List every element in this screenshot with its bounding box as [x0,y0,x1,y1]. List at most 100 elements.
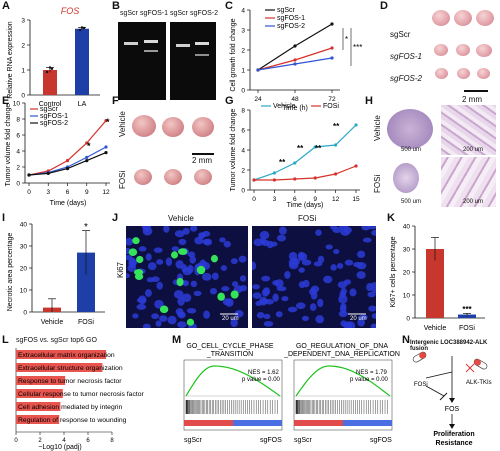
nucleus [193,290,202,297]
chart-e-sig-0: * [87,141,91,151]
tumor-row-label-fosi: FOSi [118,170,127,189]
panel-a: A FOS Relative RNA expression 0 1 2 3 Contr… [0,0,110,115]
nucleus [301,315,310,322]
panel-label-b: B [112,0,120,12]
nucleus [317,298,324,308]
chart-k-ytick-2: 20 [403,270,411,277]
nucleus [142,323,151,328]
tumor-photo [134,169,152,185]
chart-l-bar-0 [16,350,106,359]
scale-bar [192,153,214,155]
nucleus [263,313,271,319]
chart-e-point-2-3 [85,159,89,163]
chart-c-legend-1: sgFOS-1 [277,15,305,22]
gsea-rank-pos-1 [294,420,343,426]
ki67-cell [186,318,195,326]
chart-k-bar-1 [458,314,476,318]
nucleus [295,302,306,310]
chart-i-ytick-1: 10 [20,288,28,295]
gsea-left-1: sgScr [184,437,203,444]
tumor-row-label-0: sgScr [390,30,411,39]
tumor-photo [476,44,492,57]
nucleus [202,238,211,245]
chart-e: Tumor volume fold change 0 2 4 6 8 10 0 3 6 9 12 T… [5,101,110,207]
nucleus [151,313,160,320]
chart-c-sig-1: *** [353,43,362,52]
panel-label-i: I [2,212,6,224]
chart-g-series-1 [254,165,357,181]
nucleus [344,259,354,266]
nucleus [281,296,289,302]
nucleus [252,261,257,271]
chart-g-point-0-1 [272,171,276,175]
nucleus [138,295,147,305]
nucleus [154,299,164,309]
gsea-rank-neg-1 [343,420,392,426]
chart-m: GO_CELL_CYCLE_PHASE _TRANSITION GO_REGUL… [183,343,400,444]
nucleus [333,248,340,255]
chart-g-sig-2: ** [315,144,322,153]
panel-label-j: J [112,212,119,224]
chart-g-legend-1: FOSi [323,103,339,110]
nucleus [175,260,184,269]
chart-g-xtick-4: 12 [332,196,340,203]
nucleus [297,251,305,260]
gel-lane-1: sgScr [120,10,138,17]
nucleus [261,288,269,297]
chart-e-ylabel: Tumor volume fold change [5,104,12,187]
chart-g-ylabel: Tumor volume fold change [230,109,237,192]
gsea-right-2: sgFOS [370,437,392,444]
gel-lane-4: sgFOS-2 [190,10,219,17]
nucleus [209,287,218,295]
chart-a-point-5 [80,26,84,29]
nucleus [182,267,193,276]
nucleus [338,310,348,318]
nucleus [174,230,185,238]
chart-g-xtick-2: 6 [293,196,297,203]
nucleus [252,292,262,299]
chart-c-point-2-2 [330,56,334,60]
chart-g-point-1-3 [313,176,317,180]
ki67-cell [210,254,218,263]
chart-c-ytick-4: 4 [241,8,245,15]
nucleus [167,315,177,325]
nucleus [298,281,306,289]
chart-e-series-2 [28,152,107,176]
chart-k: Ki67+ cells percentage 0 10 20 30 40 Vehicle… [390,224,485,332]
nucleus [144,289,152,298]
nucleus [182,293,192,303]
nucleus [147,262,157,271]
chart-g-ytick-2: 4 [241,148,245,155]
chart-g-ytick-0: 0 [241,188,245,195]
chart-l-category-3: Cellular response to tumor necrosis fact… [18,391,145,398]
panel-label-c: C [225,0,233,12]
chart-c-ytick-0: 0 [241,88,245,95]
chart-e-sig-1: * [106,117,110,127]
chart-e-point-1-3 [85,155,89,159]
gsea-pval-2: p value = 0.00 [350,377,389,383]
nucleus [313,261,323,267]
chart-i-ytick-0: 0 [23,310,27,317]
ki67-cell [136,255,144,264]
chart-g-point-0-2 [293,161,297,165]
panel-f: F Vehicle FOSi 2 mm [112,95,222,210]
chart-l-category-0: Extracellular matrix organization [18,352,115,359]
histology-image: 500 um [383,157,438,207]
nucleus [231,281,239,287]
chart-c-xtick-0: 24 [254,96,262,103]
nucleus [357,250,366,259]
nucleus [141,226,152,231]
chart-l-category-5: Regulation of response to wounding [18,417,127,424]
chart-g-ytick-4: 8 [241,108,245,115]
tumor-photo [435,68,448,79]
tumor-photo [434,44,448,56]
chart-l-xtick-3: 6 [86,438,90,444]
chart-a-ytick-3: 3 [21,18,25,25]
chart-l-bar-4 [16,402,61,411]
chart-e-point-2-1 [46,171,50,175]
chart-c-point-2-1 [293,62,297,66]
tumor-row-label-1: sgFOS-1 [390,52,423,61]
chart-g-ytick-1: 2 [241,168,245,175]
nucleus [194,236,204,245]
alk-tki-label: ALK-TKIs [466,380,492,386]
